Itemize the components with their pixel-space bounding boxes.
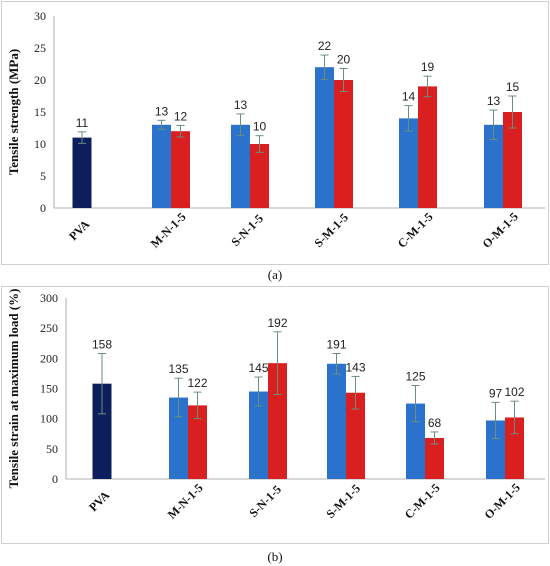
bar	[188, 405, 207, 479]
y-tick-label: 30	[34, 9, 46, 23]
x-axis-ticks-b: PVA M-N-1-5 S-N-1-5 S-M-1-5 C-M-1-5 O-M-1-5	[86, 480, 523, 521]
bar	[505, 417, 524, 479]
data-label: 20	[337, 52, 351, 66]
category-label: O-M-1-5	[479, 209, 520, 250]
bar	[406, 403, 425, 479]
data-label: 122	[187, 376, 207, 390]
y-tick-label: 20	[34, 73, 46, 87]
bar	[418, 86, 437, 208]
bar	[171, 131, 190, 208]
y-tick-label: 15	[34, 105, 46, 119]
bar	[315, 67, 334, 208]
data-label: 15	[506, 80, 520, 94]
y-tick-label: 0	[52, 472, 58, 486]
data-label: 10	[253, 120, 267, 134]
panel-caption-b: (b)	[267, 549, 282, 564]
data-label: 19	[421, 60, 435, 74]
bar	[92, 383, 112, 479]
bar	[425, 437, 444, 479]
bar	[250, 144, 269, 208]
data-label: 97	[489, 386, 503, 400]
data-label: 13	[234, 98, 248, 112]
bar	[152, 124, 171, 208]
data-label: 12	[174, 109, 188, 123]
bar	[399, 118, 418, 208]
data-label: 102	[504, 385, 524, 399]
bar	[72, 137, 92, 208]
y-tick-label: 250	[40, 321, 58, 335]
y-tick-label: 100	[40, 412, 58, 426]
panel-caption-a: (a)	[268, 267, 282, 282]
y-tick-label: 0	[40, 201, 46, 215]
category-label: C-M-1-5	[395, 210, 436, 251]
category-label: S-M-1-5	[323, 481, 363, 521]
bar	[249, 391, 268, 479]
category-label: S-N-1-5	[246, 482, 284, 520]
bar	[231, 124, 250, 208]
x-axis-ticks-a: PVA M-N-1-5 S-N-1-5 S-M-1-5 C-M-1-5 O-M-1-5	[66, 209, 521, 250]
category-label: C-M-1-5	[402, 481, 443, 522]
bar	[503, 112, 522, 208]
data-label: 14	[402, 90, 416, 104]
data-label: 158	[92, 338, 112, 352]
category-label: PVA	[86, 488, 112, 514]
bar	[486, 420, 505, 479]
y-tick-label: 5	[40, 169, 46, 183]
y-tick-label: 150	[40, 382, 58, 396]
y-axis-ticks-a: 0 5 10 15 20 25 30	[34, 9, 545, 215]
bar	[484, 124, 503, 208]
data-label: 68	[428, 416, 442, 430]
data-label: 143	[345, 360, 365, 374]
data-label: 22	[318, 39, 332, 53]
y-tick-label: 50	[46, 442, 58, 456]
y-tick-label: 300	[40, 291, 58, 305]
data-label: 192	[267, 316, 287, 330]
panel-b-frame	[1, 286, 549, 544]
bar	[268, 363, 287, 479]
data-label: 13	[155, 104, 169, 118]
bar	[169, 397, 188, 479]
y-tick-label: 200	[40, 351, 58, 365]
bar	[334, 80, 353, 208]
y-axis-label-a: Tensile strength (MPa)	[6, 49, 21, 175]
category-label: O-M-1-5	[481, 480, 522, 521]
data-label: 135	[168, 362, 188, 376]
panel-a-frame	[1, 1, 549, 265]
data-label: 125	[405, 369, 425, 383]
bar	[327, 363, 346, 479]
category-label: S-N-1-5	[228, 211, 266, 249]
data-label: 11	[76, 116, 89, 130]
data-label: 13	[487, 94, 501, 108]
category-label: PVA	[66, 217, 92, 243]
chart-b: Tensile strain at maximum load (%) 0 50 10…	[6, 289, 545, 522]
chart-a: Tensile strength (MPa) 0 5 10 15 20 25 30 11 13…	[6, 9, 545, 251]
y-tick-label: 10	[34, 137, 46, 151]
data-label: 145	[248, 361, 268, 375]
y-tick-label: 25	[34, 41, 46, 55]
category-label: M-N-1-5	[148, 210, 189, 251]
category-label: S-M-1-5	[311, 210, 351, 250]
bars-a: 11 13 12 13 10 22 20 14 19 13 15	[72, 39, 522, 208]
bar	[346, 392, 365, 479]
data-label: 191	[326, 338, 346, 352]
y-axis-ticks-b: 0 50 100 150 200 250 300	[40, 291, 545, 486]
y-axis-label-b: Tensile strain at maximum load (%)	[6, 289, 21, 489]
category-label: M-N-1-5	[165, 481, 206, 522]
